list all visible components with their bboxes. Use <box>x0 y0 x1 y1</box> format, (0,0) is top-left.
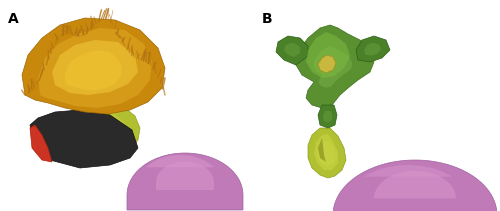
Polygon shape <box>318 105 337 128</box>
Polygon shape <box>374 171 456 198</box>
Polygon shape <box>156 162 214 190</box>
Polygon shape <box>52 40 138 95</box>
Polygon shape <box>314 46 352 88</box>
Polygon shape <box>146 155 214 167</box>
Text: B: B <box>262 12 272 26</box>
Polygon shape <box>38 28 152 108</box>
Text: A: A <box>8 12 19 26</box>
Polygon shape <box>364 165 452 177</box>
Polygon shape <box>306 32 350 78</box>
Polygon shape <box>30 110 138 168</box>
Polygon shape <box>55 102 140 162</box>
Polygon shape <box>318 55 336 73</box>
Polygon shape <box>65 50 122 90</box>
Polygon shape <box>76 116 119 146</box>
Polygon shape <box>127 153 243 210</box>
Polygon shape <box>356 36 390 62</box>
Polygon shape <box>296 25 374 108</box>
Polygon shape <box>284 43 300 57</box>
Polygon shape <box>30 125 52 162</box>
Polygon shape <box>318 138 326 162</box>
Polygon shape <box>56 45 128 93</box>
Polygon shape <box>314 134 338 170</box>
Polygon shape <box>333 160 497 211</box>
Polygon shape <box>80 108 128 150</box>
Polygon shape <box>364 43 381 56</box>
Polygon shape <box>323 111 332 122</box>
Polygon shape <box>317 141 336 166</box>
Polygon shape <box>308 128 346 178</box>
Polygon shape <box>276 36 308 65</box>
Polygon shape <box>22 18 165 114</box>
